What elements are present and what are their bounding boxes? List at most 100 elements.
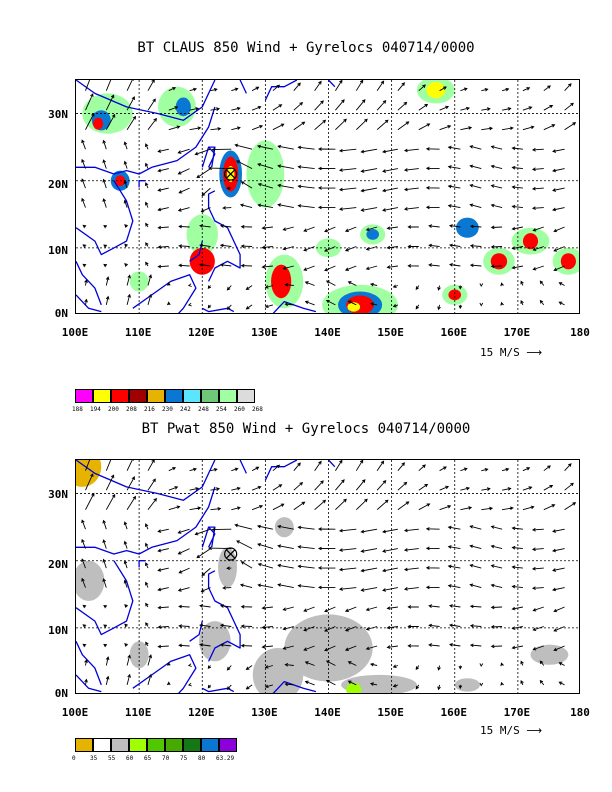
wind-vector	[317, 147, 336, 151]
wind-vector	[245, 285, 253, 291]
wind-vector	[297, 184, 315, 189]
wind-vector	[272, 123, 285, 131]
wind-vector	[500, 282, 504, 287]
map-canvas	[76, 460, 579, 693]
wind-vector	[314, 480, 324, 491]
wind-vector	[522, 505, 535, 511]
wind-vector	[239, 583, 253, 589]
x-tick: 180	[570, 326, 590, 339]
wind-vector	[303, 265, 315, 271]
wind-vector	[157, 605, 169, 610]
wind-vector	[245, 684, 253, 690]
wind-vector	[157, 225, 169, 230]
wind-vector	[500, 301, 504, 306]
wind-vector	[219, 243, 232, 248]
wind-vector	[272, 464, 281, 472]
wind-vector	[178, 567, 190, 574]
wind-vector	[407, 605, 419, 609]
wind-vector	[257, 182, 274, 189]
wind-vector	[539, 299, 545, 306]
wind-vector	[226, 665, 232, 671]
cloud-shading	[560, 253, 576, 270]
wind-vector	[355, 460, 364, 471]
colorbar-swatch	[183, 389, 201, 403]
wind-vector	[469, 525, 482, 530]
wind-vector	[418, 103, 429, 111]
wind-vector	[460, 87, 468, 92]
wind-vector	[178, 224, 190, 229]
wind-vector	[284, 282, 294, 287]
wind-vector	[187, 283, 192, 287]
wind-vector	[105, 113, 116, 130]
wind-vector	[210, 467, 218, 472]
wind-vector	[178, 244, 190, 248]
graticule	[76, 80, 579, 313]
colorbar	[75, 389, 255, 403]
wind-vector	[386, 645, 398, 649]
wind-vector	[189, 87, 197, 92]
x-tick: 150E	[377, 326, 404, 339]
cloud-shading	[93, 117, 104, 130]
wind-vector	[469, 224, 482, 229]
wind-vector	[210, 507, 222, 511]
wind-vector	[147, 673, 153, 686]
wind-vector	[226, 285, 232, 291]
wind-vector	[257, 203, 273, 209]
wind-vector	[469, 643, 482, 648]
wind-vector	[418, 123, 431, 131]
colorbar-swatch	[129, 738, 147, 752]
wind-vector	[338, 567, 357, 572]
wind-vector	[297, 165, 315, 170]
wind-vector	[335, 118, 347, 131]
wind-vector	[177, 548, 190, 555]
wind-vector	[447, 184, 461, 189]
wind-vector	[369, 282, 378, 287]
wind-vector	[490, 544, 503, 550]
wind-vector	[84, 659, 88, 666]
wind-vector	[144, 201, 149, 208]
wind-vector	[234, 523, 253, 530]
wind-vector	[177, 587, 190, 592]
wind-vector	[344, 626, 357, 632]
wind-vector	[210, 487, 221, 491]
wind-vector	[82, 624, 87, 628]
wind-vector	[282, 226, 294, 231]
wind-vector	[469, 583, 482, 589]
x-tick: 100E	[61, 326, 89, 339]
wind-vector	[439, 504, 452, 511]
wind-vector	[261, 265, 273, 269]
panel-1-title: BT CLAUS 850 Wind + Gyrelocs 040714/0000	[137, 40, 475, 56]
wind-vector	[261, 245, 273, 250]
wind-vector	[460, 486, 471, 491]
wind-vector	[386, 606, 398, 610]
wind-vector	[324, 265, 336, 272]
wind-vector	[293, 101, 304, 111]
wind-vector	[157, 168, 169, 173]
wind-vector	[425, 546, 440, 551]
wind-vector	[481, 126, 494, 131]
wind-vector	[520, 280, 524, 286]
wind-vector	[511, 565, 523, 570]
wind-vector	[382, 587, 398, 592]
wind-vector	[200, 207, 211, 213]
wind-vector	[428, 224, 440, 228]
wind-vector	[199, 243, 211, 248]
wind-vector	[219, 623, 232, 628]
wind-vector	[522, 125, 535, 131]
wind-vector	[347, 661, 357, 666]
wind-vector	[338, 187, 357, 192]
wind-vector	[194, 528, 211, 536]
wind-vector	[543, 124, 556, 131]
wind-vector	[386, 625, 398, 630]
wind-vector	[447, 564, 461, 569]
colorbar-label: 200	[108, 406, 119, 413]
wind-vector	[126, 673, 131, 686]
x-tick: 140E	[314, 326, 341, 339]
wind-vector	[338, 148, 357, 153]
wind-vector	[428, 604, 440, 608]
wind-vector	[199, 643, 211, 647]
y-tick: 20N	[48, 558, 68, 571]
wind-vector	[103, 244, 108, 248]
wind-vector	[392, 284, 399, 288]
colorbar-swatch	[147, 389, 165, 403]
